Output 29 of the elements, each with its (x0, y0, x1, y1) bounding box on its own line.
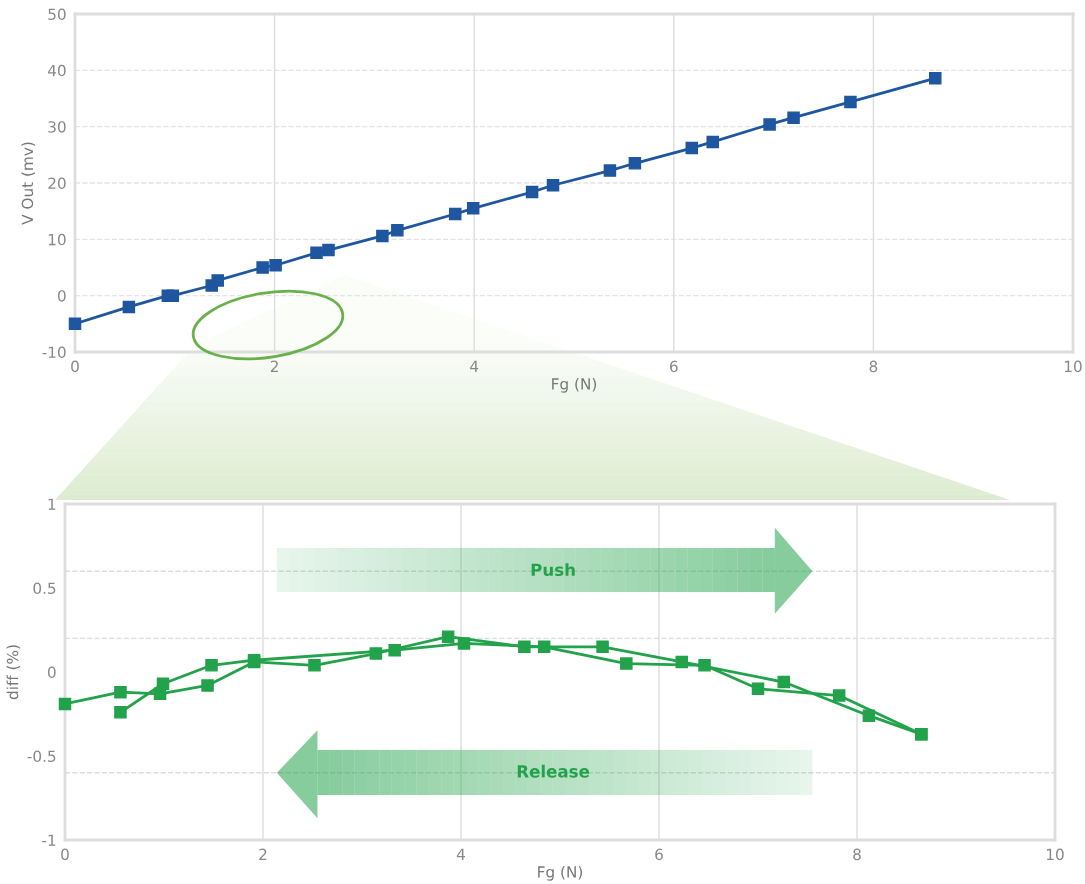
y-tick-label: 10 (48, 233, 66, 246)
y-tick-label: 30 (48, 121, 66, 133)
y-tick-label: 40 (47, 64, 66, 77)
x-tick-label: 4 (470, 360, 479, 372)
x-tick-label: 6 (655, 848, 663, 861)
y-tick-label: -1 (42, 834, 56, 846)
y-tick-label: -0.5 (27, 750, 56, 763)
y-tick-label: 20 (48, 177, 66, 190)
x-axis-title: Fg (N) (552, 377, 597, 393)
y-tick-label: 0 (47, 666, 56, 679)
x-tick-label: 10 (1064, 360, 1082, 373)
y-tick-label: 50 (48, 8, 66, 21)
x-tick-label: 6 (670, 360, 678, 373)
annotation: Push (531, 563, 575, 577)
x-axis-title: Fg (N) (538, 865, 583, 881)
x-tick-label: 8 (853, 848, 861, 861)
x-tick-label: 4 (456, 848, 465, 860)
x-tick-label: 0 (71, 360, 79, 373)
x-tick-label: 2 (270, 360, 278, 372)
annotation: Release (517, 764, 590, 778)
y-tick-label: -10 (42, 346, 66, 359)
x-tick-label: 2 (259, 848, 267, 860)
x-tick-label: 8 (869, 360, 878, 373)
y-axis-title: V Out (mv) (21, 142, 35, 225)
x-tick-label: 10 (1046, 848, 1064, 861)
y-axis-title: diff (%) (6, 645, 21, 700)
y-tick-label: 0.5 (33, 582, 56, 595)
y-tick-label: 0 (57, 290, 66, 302)
y-tick-label: 1 (48, 498, 56, 510)
